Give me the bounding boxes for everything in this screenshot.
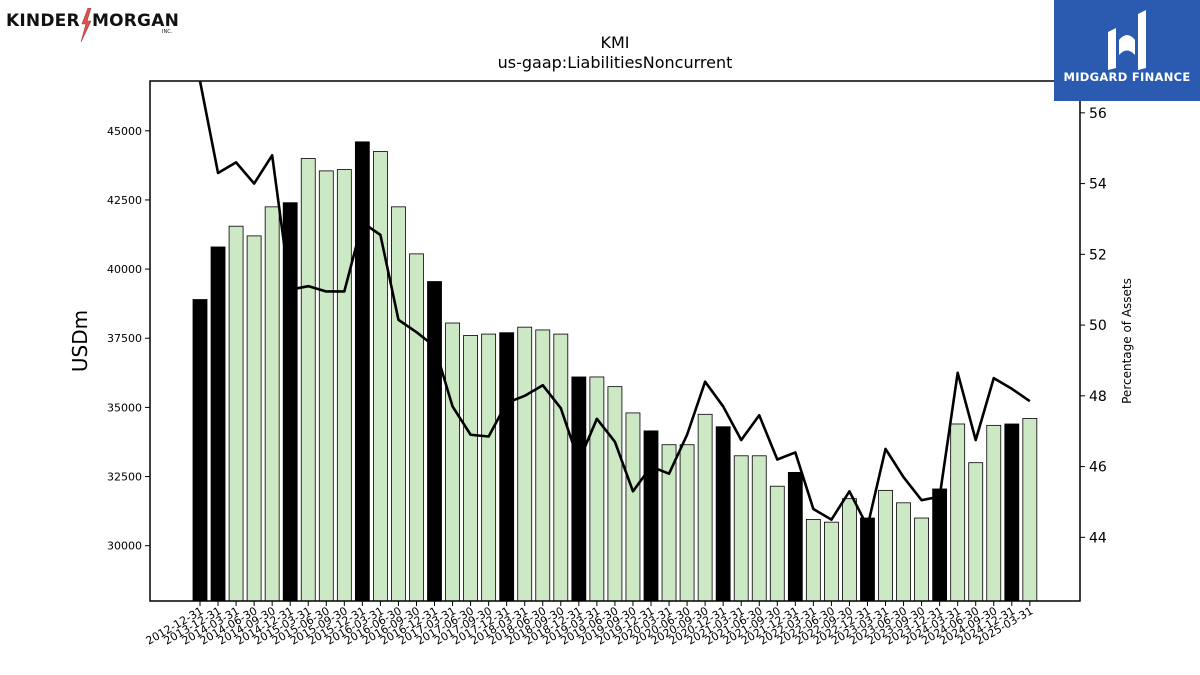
kinder-morgan-logo: KINDER MORGAN INC. <box>4 8 184 42</box>
y-tick-label: 42500 <box>107 194 142 207</box>
bar-2015-06-30 <box>318 170 334 602</box>
y2-tick-label: 44 <box>1089 530 1107 546</box>
logo-suffix: INC. <box>162 29 173 35</box>
midgard-finance-logo: MIDGARD FINANCE <box>1054 0 1200 101</box>
bar-2012-12-31 <box>192 299 208 602</box>
bar-2013-12-31 <box>210 246 226 602</box>
lightning-bolt-icon <box>80 8 92 42</box>
bar-2016-03-31 <box>372 151 388 602</box>
bar-2020-06-30 <box>679 444 695 602</box>
bar-2018-03-31 <box>517 326 533 602</box>
y-tick-label: 30000 <box>107 540 142 553</box>
bar-2021-12-31 <box>787 471 803 602</box>
bar-2015-12-31 <box>354 141 370 602</box>
bar-2016-09-30 <box>409 253 424 602</box>
bar-2022-12-31 <box>860 517 875 602</box>
percentage-line-series <box>198 80 1031 529</box>
logo-word-morgan: MORGAN <box>92 11 179 31</box>
bar-series <box>192 141 1038 602</box>
bar-2025-03-31 <box>1022 418 1038 602</box>
y2-axis-label: Percentage of Assets <box>1120 278 1134 404</box>
y2-tick-label: 54 <box>1089 177 1107 193</box>
bar-2016-06-30 <box>391 206 406 602</box>
bar-2021-03-31 <box>733 455 749 602</box>
bar-2019-09-30 <box>625 412 641 602</box>
bar-2024-03-31 <box>950 423 966 602</box>
bar-2014-06-30 <box>246 235 262 602</box>
bar-2024-12-31 <box>1004 423 1020 602</box>
bar-2023-06-30 <box>896 502 911 602</box>
y-tick-label: 37500 <box>107 332 142 345</box>
chart-subtitle: us-gaap:LiabilitiesNoncurrent <box>498 53 733 72</box>
bar-2023-12-31 <box>932 488 948 602</box>
midgard-mark-icon <box>1108 10 1146 70</box>
bar-2021-09-30 <box>769 485 785 602</box>
bar-2017-06-30 <box>463 335 479 602</box>
bar-2023-03-31 <box>878 489 893 602</box>
bar-2017-03-31 <box>445 322 460 602</box>
midgard-brand-text: MIDGARD FINANCE <box>1063 70 1191 84</box>
bar-2019-12-31 <box>643 430 659 602</box>
chart-title: KMI <box>600 33 629 52</box>
y-axis: 30000 32500 35000 37500 40000 42500 45000 <box>107 125 150 553</box>
bar-2015-09-30 <box>336 169 352 602</box>
y2-tick-label: 52 <box>1089 247 1107 263</box>
y-tick-label: 40000 <box>107 263 142 276</box>
y-tick-label: 35000 <box>107 401 142 414</box>
bar-2018-09-30 <box>553 333 569 602</box>
bar-2022-03-31 <box>805 519 821 602</box>
bar-2024-09-30 <box>986 424 1002 602</box>
bar-2019-06-30 <box>607 386 623 602</box>
bar-2019-03-31 <box>589 376 605 602</box>
bar-2020-09-30 <box>697 413 713 602</box>
bar-2018-06-30 <box>535 329 551 602</box>
bar-2014-09-30 <box>264 206 280 602</box>
bar-2014-03-31 <box>228 225 244 602</box>
y2-tick-label: 56 <box>1089 106 1107 122</box>
bar-2017-09-30 <box>481 333 497 602</box>
logo-word-kinder: KINDER <box>6 11 80 31</box>
percentage-line <box>198 80 1031 529</box>
y2-tick-label: 50 <box>1089 318 1107 334</box>
y-tick-label: 45000 <box>107 125 142 138</box>
y-tick-label: 32500 <box>107 471 142 484</box>
y2-tick-label: 46 <box>1089 460 1107 476</box>
bar-2021-06-30 <box>751 455 767 602</box>
bar-2015-03-31 <box>300 158 316 602</box>
bar-2017-12-31 <box>499 332 515 602</box>
y2-axis: 44 46 48 50 52 54 56 <box>1080 106 1107 546</box>
bar-2024-06-30 <box>968 462 984 602</box>
y2-tick-label: 48 <box>1089 389 1107 405</box>
bar-2020-12-31 <box>715 426 731 602</box>
bar-2018-12-31 <box>571 376 587 602</box>
bar-2022-09-30 <box>842 498 857 602</box>
bar-2016-12-31 <box>427 281 442 602</box>
x-axis: 2012-12-312013-12-312014-03-312014-06-30… <box>144 601 1035 648</box>
bar-2020-03-31 <box>661 444 677 602</box>
bar-2022-06-30 <box>824 521 839 602</box>
y-axis-label: USDm <box>68 310 92 372</box>
bar-2023-09-30 <box>914 517 929 602</box>
